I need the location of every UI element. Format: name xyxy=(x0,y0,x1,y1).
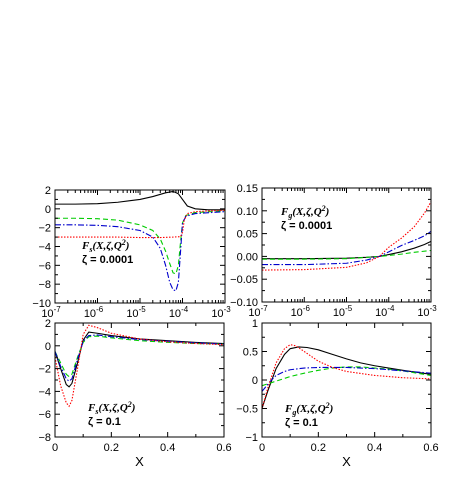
series-line-dotted xyxy=(55,209,225,239)
panel-zeta-label: ζ = 0.1 xyxy=(88,416,121,428)
panel-4: 10.50−0.5−10 0.2 0.4 0.6Fg(X,ζ,Q2)ζ = 0.1X xyxy=(236,318,438,469)
y-tick-label: 2 xyxy=(45,185,51,197)
series-line-dashdot xyxy=(55,334,224,382)
x-tick-label: 10-6 xyxy=(291,304,311,319)
y-tick-label: −4 xyxy=(38,242,51,254)
y-tick-label: 0 xyxy=(45,341,51,353)
y-tick-label: −8 xyxy=(38,432,51,444)
x-tick-label: 10-5 xyxy=(333,304,353,319)
panel-function-label: Fs(X,ζ,Q2) xyxy=(87,400,135,416)
x-tick-label: 0.6 xyxy=(216,442,231,454)
series-line-solid xyxy=(262,346,431,409)
x-tick-label: 10-3 xyxy=(211,305,231,320)
series-line-dashed xyxy=(262,366,431,387)
y-tick-label: 0.15 xyxy=(237,183,258,195)
x-tick-label: 0.4 xyxy=(367,442,382,454)
y-tick-label: −6 xyxy=(38,409,51,421)
x-tick-label: 10-6 xyxy=(84,305,104,320)
y-tick-label: 1 xyxy=(252,318,258,330)
x-tick-label: 0.2 xyxy=(104,442,119,454)
x-tick-label: 0.2 xyxy=(311,442,326,454)
y-tick-label: −10 xyxy=(32,298,51,310)
y-tick-label: −0.05 xyxy=(230,274,258,286)
series-line-dashed xyxy=(262,249,431,260)
y-tick-label: −2 xyxy=(38,223,51,235)
panel-function-label: Fs(X,ζ,Q2) xyxy=(81,238,129,254)
y-tick-label: −8 xyxy=(38,279,51,291)
series-line-dotted xyxy=(262,201,431,271)
y-tick-label: −2 xyxy=(38,364,51,376)
y-tick-label: 0.10 xyxy=(237,206,258,218)
panel-3: 20−2−4−6−80 0.2 0.4 0.6Fs(X,ζ,Q2)ζ = 0.1X xyxy=(38,318,231,469)
series-line-dashdot xyxy=(262,366,431,392)
x-axis-label: X xyxy=(135,454,144,469)
x-tick-label: 0 xyxy=(52,442,58,454)
y-tick-label: −6 xyxy=(38,260,51,272)
panel-function-label: Fg(X,ζ,Q2) xyxy=(284,401,333,417)
panel-zeta-label: ζ = 0.0001 xyxy=(82,254,133,266)
y-tick-label: −0.10 xyxy=(230,297,258,309)
series-line-dashdot xyxy=(55,211,225,292)
panel-zeta-label: ζ = 0.0001 xyxy=(281,220,332,232)
series-line-dashed xyxy=(55,335,224,378)
y-tick-label: 0.00 xyxy=(237,251,258,263)
y-tick-label: −4 xyxy=(38,386,51,398)
x-tick-label: 0.4 xyxy=(160,442,175,454)
y-tick-label: −1 xyxy=(245,432,258,444)
panel-function-label: Fg(X,ζ,Q2) xyxy=(280,204,329,220)
plot-frame xyxy=(54,189,226,304)
series-line-solid xyxy=(55,331,224,388)
x-tick-label: 0.6 xyxy=(423,442,438,454)
series-line-dashdot xyxy=(262,230,431,266)
x-tick-label: 10-4 xyxy=(169,305,189,320)
x-tick-label: 10-7 xyxy=(248,304,268,319)
series-line-dashed xyxy=(55,210,225,275)
y-tick-label: 2 xyxy=(45,318,51,330)
series-line-dotted xyxy=(262,344,431,409)
y-tick-label: 0 xyxy=(252,375,258,387)
x-tick-label: 0 xyxy=(259,442,265,454)
series-line-dotted xyxy=(55,324,224,408)
plot-frame xyxy=(54,322,225,438)
x-tick-label: 10-4 xyxy=(375,304,395,319)
x-axis-label: X xyxy=(342,454,351,469)
y-tick-label: 0 xyxy=(45,204,51,216)
y-tick-label: 0.05 xyxy=(237,229,258,241)
x-tick-label: 10-3 xyxy=(417,304,437,319)
x-tick-label: 10-5 xyxy=(126,305,146,320)
panel-zeta-label: ζ = 0.1 xyxy=(285,417,318,429)
y-tick-label: 0.5 xyxy=(243,347,258,359)
y-tick-label: −0.5 xyxy=(236,404,258,416)
